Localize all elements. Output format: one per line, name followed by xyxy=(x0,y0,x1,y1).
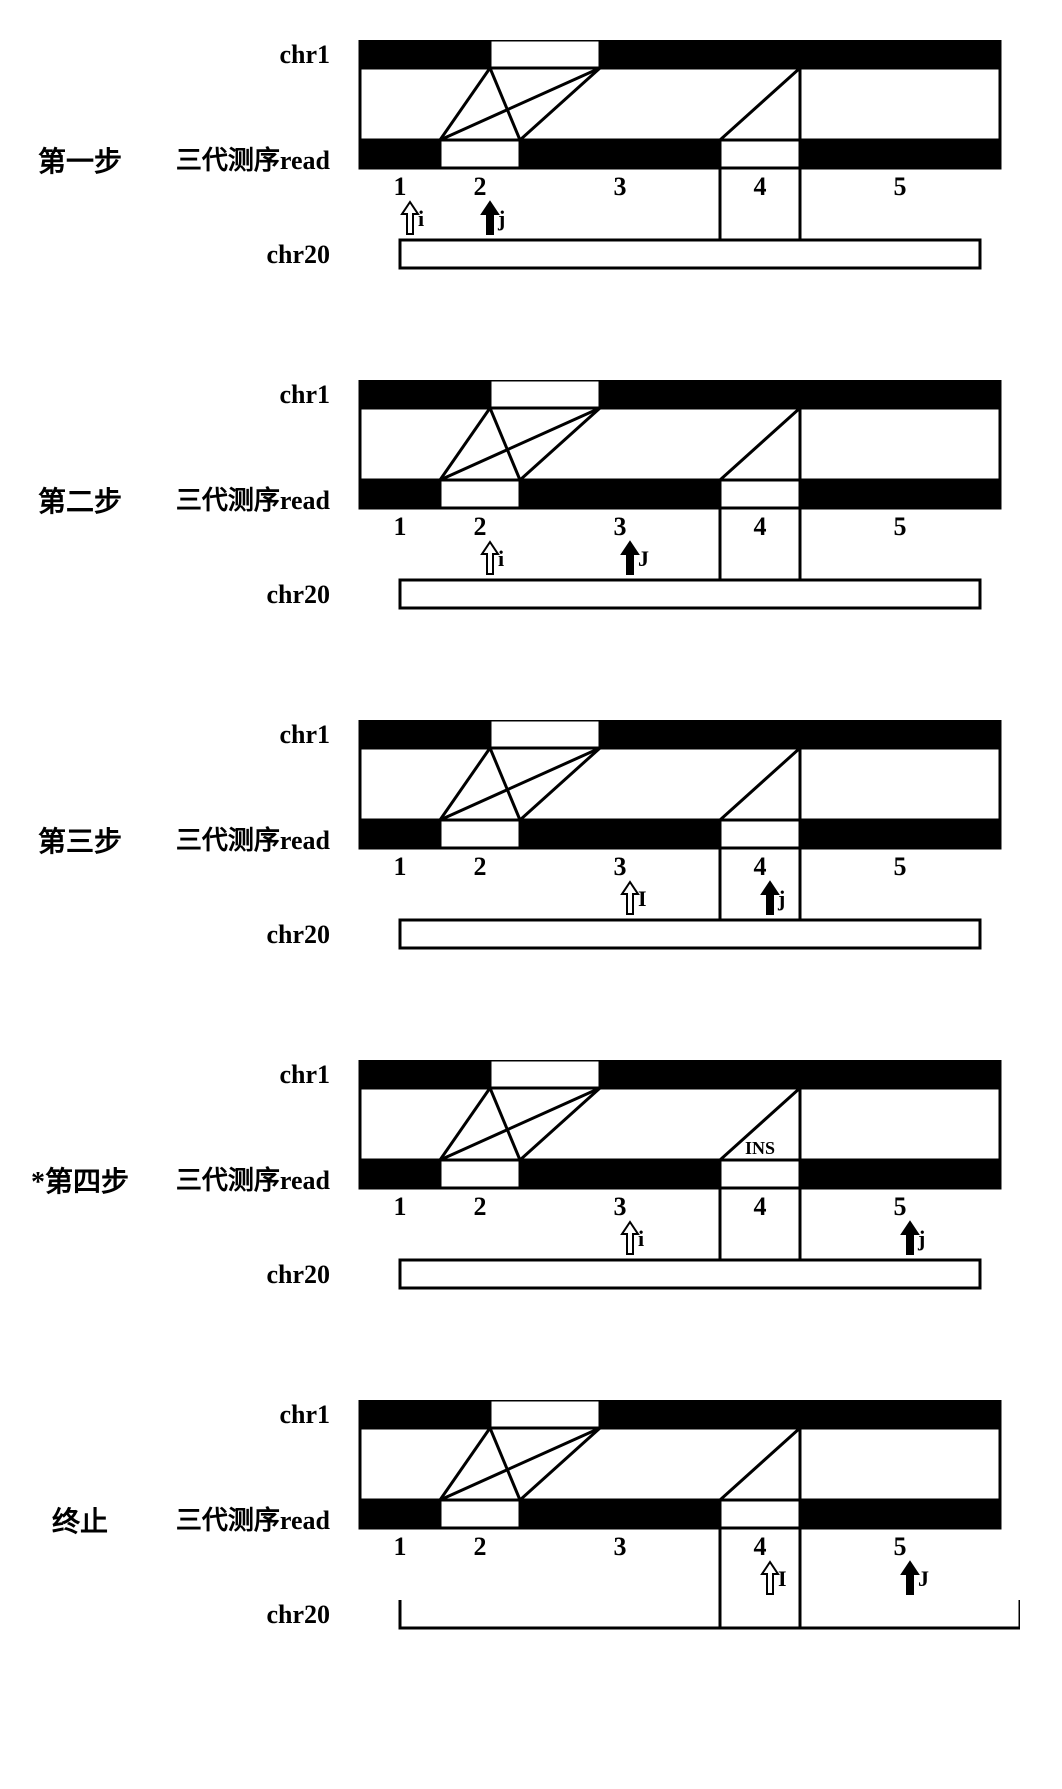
segment-number-5: 5 xyxy=(894,852,907,882)
row-labels: chr1 三代测序read chr20 xyxy=(140,40,340,268)
step-label: 终止 xyxy=(20,1400,140,1540)
row-labels: chr1 三代测序read chr20 xyxy=(140,1400,340,1628)
row-labels: chr1 三代测序read chr20 xyxy=(140,1060,340,1288)
segment-number-2: 2 xyxy=(474,852,487,882)
arrow-filled-icon xyxy=(760,880,780,916)
chr20-label: chr20 xyxy=(140,580,330,608)
step-3: 第三步 chr1 三代测序read chr20 1 2 3 4 5 I j xyxy=(20,720,1042,980)
step-4: *第四步 chr1 三代测序read chr20 1 2 3 4 5 INS i j xyxy=(20,1060,1042,1320)
chr1-label: chr1 xyxy=(140,720,330,748)
diagram: 1 2 3 4 5 i j xyxy=(340,40,1020,300)
segment-number-3: 3 xyxy=(614,852,627,882)
chr1-label: chr1 xyxy=(140,380,330,408)
segment-number-4: 4 xyxy=(754,172,767,202)
step-5: 终止 chr1 三代测序read chr20 1 2 3 4 5 I J xyxy=(20,1400,1042,1660)
segment-number-4: 4 xyxy=(754,512,767,542)
step-label: 第一步 xyxy=(20,40,140,180)
chr20-label: chr20 xyxy=(140,920,330,948)
diagram: 1 2 3 4 5 I j xyxy=(340,720,1020,980)
arrow-marker-label: i xyxy=(418,206,424,232)
arrow-marker-label: I xyxy=(638,886,647,912)
segment-number-2: 2 xyxy=(474,1192,487,1222)
chr20-label: chr20 xyxy=(140,240,330,268)
arrow-marker-label: i xyxy=(638,1226,644,1252)
segment-number-3: 3 xyxy=(614,172,627,202)
segment-number-5: 5 xyxy=(894,1532,907,1562)
arrow-filled-icon xyxy=(480,200,500,236)
arrow-marker-label: J xyxy=(918,1566,929,1592)
arrow-marker-label: I xyxy=(778,1566,787,1592)
segment-number-1: 1 xyxy=(394,1192,407,1222)
chr20-label: chr20 xyxy=(140,1600,330,1628)
segment-number-3: 3 xyxy=(614,1192,627,1222)
step-diagram-svg xyxy=(340,40,1020,300)
arrow-open-icon xyxy=(480,540,500,576)
step-1: 第一步 chr1 三代测序read chr20 1 2 3 4 5 i j xyxy=(20,40,1042,300)
arrow-open-icon xyxy=(620,880,640,916)
arrow-filled-icon xyxy=(900,1560,920,1596)
arrow-marker-label: j xyxy=(918,1226,925,1252)
diagram: 1 2 3 4 5 INS i j xyxy=(340,1060,1020,1320)
segment-number-1: 1 xyxy=(394,172,407,202)
read-label: 三代测序read xyxy=(140,1160,330,1188)
arrow-marker-label: j xyxy=(778,886,785,912)
step-diagram-svg xyxy=(340,1400,1020,1660)
segment-number-4: 4 xyxy=(754,1192,767,1222)
segment-number-1: 1 xyxy=(394,512,407,542)
segment-number-2: 2 xyxy=(474,1532,487,1562)
diagram: 1 2 3 4 5 I J xyxy=(340,1400,1020,1660)
ins-label: INS xyxy=(745,1138,775,1159)
segment-number-3: 3 xyxy=(614,1532,627,1562)
segment-number-5: 5 xyxy=(894,1192,907,1222)
segment-number-1: 1 xyxy=(394,1532,407,1562)
arrow-open-icon xyxy=(620,1220,640,1256)
chr1-label: chr1 xyxy=(140,40,330,68)
chr1-label: chr1 xyxy=(140,1060,330,1088)
step-diagram-svg xyxy=(340,1060,1020,1320)
step-label: 第三步 xyxy=(20,720,140,860)
chr1-label: chr1 xyxy=(140,1400,330,1428)
segment-number-3: 3 xyxy=(614,512,627,542)
segment-number-2: 2 xyxy=(474,512,487,542)
diagram: 1 2 3 4 5 i J xyxy=(340,380,1020,640)
arrow-marker-label: i xyxy=(498,546,504,572)
segment-number-5: 5 xyxy=(894,172,907,202)
segment-number-1: 1 xyxy=(394,852,407,882)
row-labels: chr1 三代测序read chr20 xyxy=(140,380,340,608)
arrow-marker-label: J xyxy=(638,546,649,572)
segment-number-2: 2 xyxy=(474,172,487,202)
read-label: 三代测序read xyxy=(140,140,330,168)
arrow-marker-label: j xyxy=(498,206,505,232)
step-diagram-svg xyxy=(340,380,1020,640)
step-diagram-svg xyxy=(340,720,1020,980)
arrow-open-icon xyxy=(400,200,420,236)
segment-number-4: 4 xyxy=(754,1532,767,1562)
step-label: *第四步 xyxy=(20,1060,140,1200)
chr20-label: chr20 xyxy=(140,1260,330,1288)
segment-number-4: 4 xyxy=(754,852,767,882)
arrow-filled-icon xyxy=(620,540,640,576)
segment-number-5: 5 xyxy=(894,512,907,542)
arrow-filled-icon xyxy=(900,1220,920,1256)
read-label: 三代测序read xyxy=(140,480,330,508)
read-label: 三代测序read xyxy=(140,820,330,848)
step-2: 第二步 chr1 三代测序read chr20 1 2 3 4 5 i J xyxy=(20,380,1042,640)
read-label: 三代测序read xyxy=(140,1500,330,1528)
arrow-open-icon xyxy=(760,1560,780,1596)
row-labels: chr1 三代测序read chr20 xyxy=(140,720,340,948)
step-label: 第二步 xyxy=(20,380,140,520)
